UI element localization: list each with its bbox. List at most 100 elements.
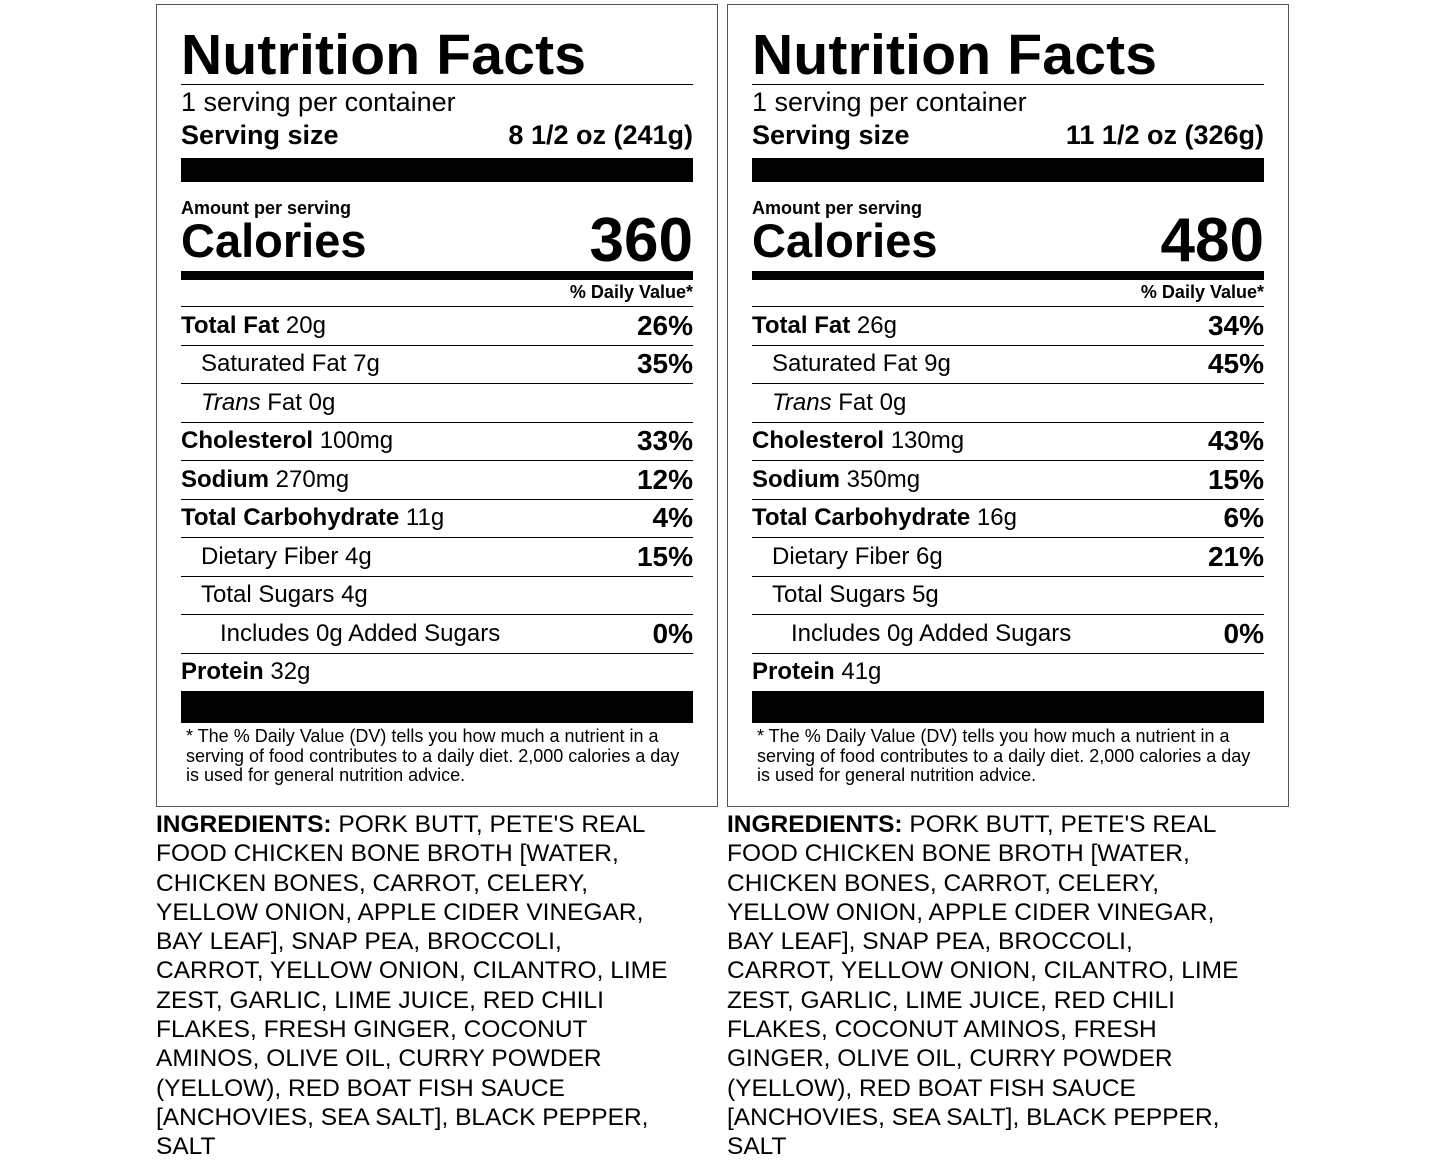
nutrient-amount: Fat 0g (838, 388, 907, 416)
nutrient-name: Total Sugars (201, 581, 335, 609)
nutrient-name: Trans (201, 388, 261, 416)
nutrient-row-cholesterol: Cholesterol 100mg 33% (181, 423, 693, 461)
amount-per-serving: Amount per serving (752, 198, 923, 218)
nutrient-row-protein: Protein 41g (752, 654, 1264, 692)
nutrient-dv: 35% (636, 348, 693, 380)
nutrient-row-sodium: Sodium 270mg 12% (181, 461, 693, 500)
nutrient-amount: 100mg (319, 427, 394, 455)
nutrient-amount: 350mg (846, 465, 921, 493)
nutrient-row-added-sugars: Includes 0g Added Sugars 0% (181, 615, 693, 654)
footnote: * The % Daily Value (DV) tells you how m… (186, 726, 680, 785)
calories-value: 360 (589, 206, 693, 275)
nutrient-dv: 15% (636, 540, 693, 572)
nutrient-name: Includes 0g Added Sugars (791, 619, 1072, 647)
nutrient-row-trans-fat: Trans Fat 0g (181, 384, 693, 423)
serving-size-value: 8 1/2 oz (241g) (508, 120, 693, 150)
nutrient-name: Cholesterol (181, 427, 314, 455)
nutrient-row-dietary-fiber: Dietary Fiber 4g 15% (181, 538, 693, 577)
nutrient-name: Total Fat (752, 311, 851, 339)
ingredients-label: INGREDIENTS: (156, 811, 332, 838)
nutrient-dv: 26% (636, 309, 693, 341)
nutrient-name: Protein (181, 658, 264, 686)
ingredients-text: PORK BUTT, PETE'S REAL FOOD CHICKEN BONE… (156, 811, 668, 1161)
nutrient-amount: 16g (976, 504, 1017, 532)
nutrition-column-2: Nutrition Facts 1 serving per container … (727, 4, 1289, 1162)
nutrition-facts-label: Nutrition Facts 1 serving per container … (156, 4, 718, 807)
nutrient-row-total-fat: Total Fat 20g 26% (181, 307, 693, 346)
nutrient-name: Dietary Fiber (772, 542, 910, 570)
nutrient-amount: 26g (856, 311, 897, 339)
nutrient-name: Total Sugars (772, 581, 906, 609)
servings-per-container: 1 serving per container (181, 87, 456, 117)
amount-per-serving: Amount per serving (181, 198, 352, 218)
nutrient-name: Sodium (752, 465, 840, 493)
nutrient-name: Trans (772, 388, 832, 416)
nutrient-row-total-sugars: Total Sugars 4g (181, 577, 693, 615)
nutrition-column-1: Nutrition Facts 1 serving per container … (156, 4, 718, 1162)
calories-value: 480 (1160, 206, 1264, 275)
nutrient-amount: 4g (341, 581, 368, 609)
divider (181, 84, 693, 85)
nutrient-dv: 0% (1223, 617, 1264, 649)
calories-row: Calories 360 (181, 206, 693, 275)
nutrient-dv: 0% (652, 617, 693, 649)
nutrient-amount: 130mg (890, 427, 965, 455)
ingredients: INGREDIENTS: PORK BUTT, PETE'S REAL FOOD… (156, 810, 676, 1162)
nutrient-list: Total Fat 26g 34% Saturated Fat 9g 45% T… (752, 307, 1264, 691)
ingredients-label: INGREDIENTS: (727, 811, 903, 838)
nutrient-row-dietary-fiber: Dietary Fiber 6g 21% (752, 538, 1264, 577)
nutrient-dv: 4% (652, 502, 693, 534)
nutrient-amount: 270mg (275, 465, 350, 493)
serving-size-label: Serving size (752, 120, 910, 150)
nutrient-dv: 45% (1207, 348, 1264, 380)
nutrient-amount: 7g (353, 350, 380, 378)
divider (752, 84, 1264, 85)
nutrient-dv: 21% (1207, 540, 1264, 572)
nutrient-name: Total Fat (181, 311, 280, 339)
nutrient-row-total-sugars: Total Sugars 5g (752, 577, 1264, 615)
footnote: * The % Daily Value (DV) tells you how m… (757, 726, 1251, 785)
nutrient-amount: 9g (924, 350, 951, 378)
nutrient-name: Cholesterol (752, 427, 885, 455)
nutrient-amount: 11g (405, 504, 445, 532)
nutrient-name: Total Carbohydrate (181, 504, 400, 532)
nutrition-facts-label: Nutrition Facts 1 serving per container … (727, 4, 1289, 807)
servings-per-container: 1 serving per container (752, 87, 1027, 117)
nutrient-amount: Fat 0g (267, 388, 336, 416)
serving-size-label: Serving size (181, 120, 339, 150)
serving-size-value: 11 1/2 oz (326g) (1065, 120, 1264, 150)
serving-size-row: Serving size 8 1/2 oz (241g) (181, 119, 693, 151)
nutrient-amount: 20g (285, 311, 326, 339)
serving-size-row: Serving size 11 1/2 oz (326g) (752, 119, 1264, 151)
nutrient-row-cholesterol: Cholesterol 130mg 43% (752, 423, 1264, 461)
nutrient-dv: 33% (636, 425, 693, 457)
nutrient-name: Total Carbohydrate (752, 504, 971, 532)
thick-divider (752, 158, 1264, 182)
nutrient-name: Includes 0g Added Sugars (220, 619, 501, 647)
bottom-thick-divider (752, 691, 1264, 723)
label-title: Nutrition Facts (752, 23, 1158, 87)
nutrient-row-saturated-fat: Saturated Fat 7g 35% (181, 346, 693, 384)
nutrient-dv: 43% (1207, 425, 1264, 457)
nutrient-amount: 5g (912, 581, 939, 609)
nutrient-amount: 32g (270, 658, 311, 686)
daily-value-header: % Daily Value* (181, 280, 693, 307)
thick-divider (181, 158, 693, 182)
nutrient-name: Saturated Fat (772, 350, 918, 378)
nutrient-amount: 4g (345, 542, 372, 570)
calories-row: Calories 480 (752, 206, 1264, 275)
nutrient-amount: 41g (841, 658, 882, 686)
ingredients: INGREDIENTS: PORK BUTT, PETE'S REAL FOOD… (727, 810, 1247, 1162)
nutrient-list: Total Fat 20g 26% Saturated Fat 7g 35% T… (181, 307, 693, 691)
daily-value-header: % Daily Value* (752, 280, 1264, 307)
nutrient-row-sodium: Sodium 350mg 15% (752, 461, 1264, 500)
nutrient-row-trans-fat: Trans Fat 0g (752, 384, 1264, 423)
nutrient-row-total-carbohydrate: Total Carbohydrate 11g 4% (181, 500, 693, 538)
calories-label: Calories (752, 214, 938, 267)
bottom-thick-divider (181, 691, 693, 723)
nutrient-dv: 15% (1207, 463, 1264, 495)
nutrient-name: Sodium (181, 465, 269, 493)
ingredients-text: PORK BUTT, PETE'S REAL FOOD CHICKEN BONE… (727, 811, 1239, 1161)
nutrient-dv: 34% (1207, 309, 1264, 341)
label-title: Nutrition Facts (181, 23, 587, 87)
